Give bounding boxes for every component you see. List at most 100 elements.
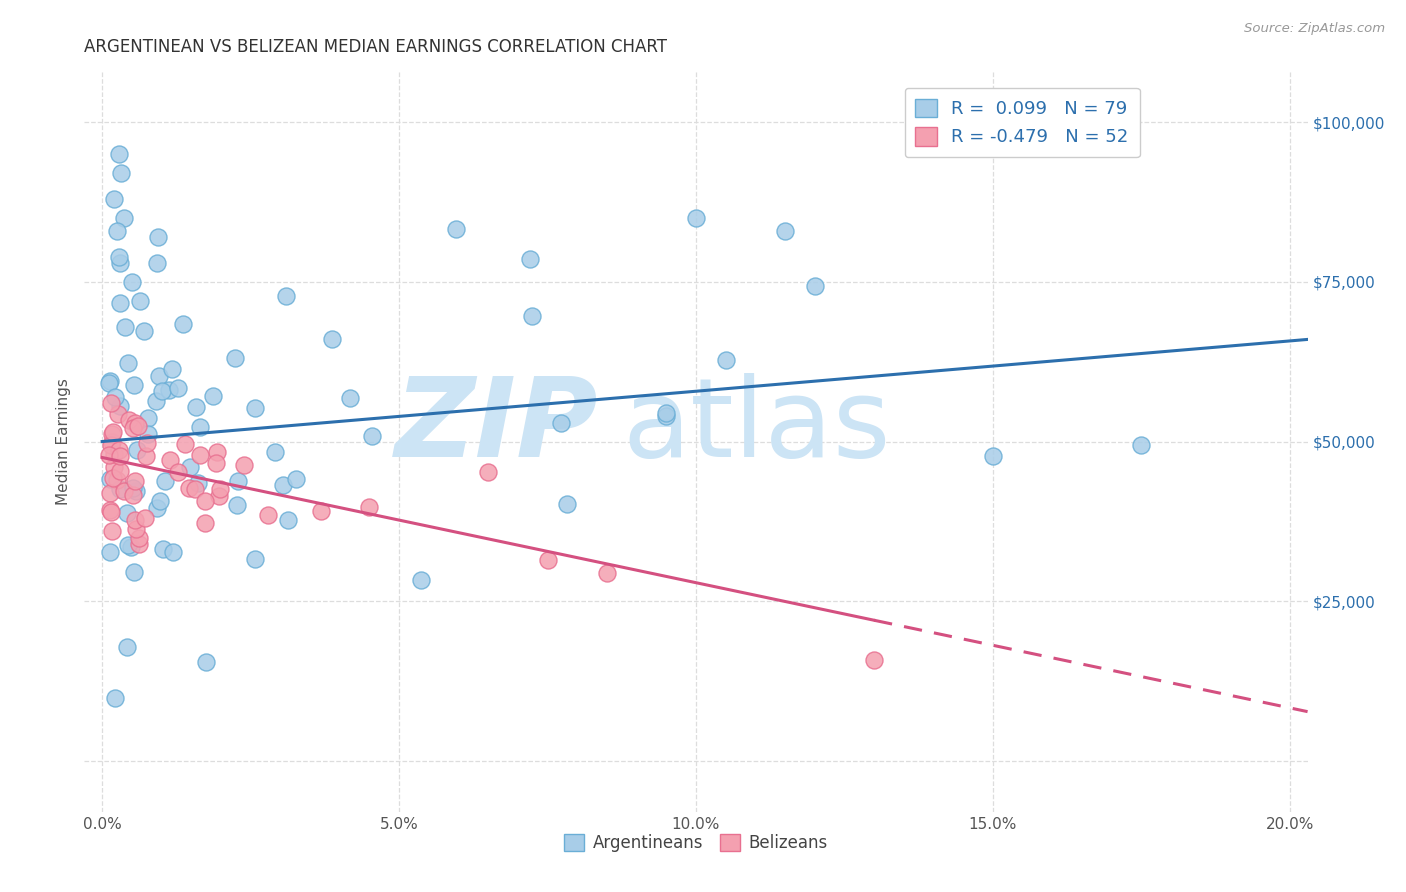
- Point: [177, 481, 200, 495]
- Point: [103, 460, 125, 475]
- Point: [136, 435, 159, 450]
- Point: [117, 356, 139, 370]
- Point: [172, 317, 194, 331]
- Point: [187, 475, 209, 490]
- Point: [477, 465, 499, 479]
- Point: [100, 396, 122, 410]
- Point: [108, 399, 131, 413]
- Point: [100, 503, 122, 517]
- Point: [184, 482, 207, 496]
- Point: [274, 289, 297, 303]
- Point: [361, 429, 384, 443]
- Point: [271, 478, 294, 492]
- Point: [103, 447, 125, 461]
- Point: [110, 295, 132, 310]
- Point: [596, 566, 619, 580]
- Point: [125, 484, 148, 499]
- Point: [243, 401, 266, 415]
- Point: [110, 166, 132, 180]
- Point: [803, 279, 825, 293]
- Point: [101, 434, 124, 449]
- Point: [108, 449, 131, 463]
- Point: [136, 411, 159, 425]
- Point: [107, 147, 129, 161]
- Point: [179, 460, 201, 475]
- Point: [685, 211, 707, 226]
- Point: [256, 508, 278, 522]
- Point: [226, 474, 249, 488]
- Point: [863, 653, 886, 667]
- Point: [101, 524, 124, 538]
- Point: [112, 211, 135, 226]
- Point: [714, 353, 737, 368]
- Point: [117, 538, 139, 552]
- Point: [122, 421, 145, 435]
- Point: [129, 294, 152, 309]
- Point: [108, 442, 131, 457]
- Point: [98, 448, 121, 462]
- Point: [277, 513, 299, 527]
- Point: [160, 362, 183, 376]
- Point: [225, 498, 247, 512]
- Point: [655, 409, 678, 423]
- Point: [359, 500, 381, 514]
- Point: [195, 655, 218, 669]
- Point: [120, 540, 142, 554]
- Point: [122, 481, 145, 495]
- Point: [105, 473, 128, 487]
- Text: ZIP: ZIP: [395, 373, 598, 480]
- Text: ARGENTINEAN VS BELIZEAN MEDIAN EARNINGS CORRELATION CHART: ARGENTINEAN VS BELIZEAN MEDIAN EARNINGS …: [84, 38, 668, 56]
- Point: [285, 472, 308, 486]
- Point: [555, 497, 578, 511]
- Point: [157, 383, 180, 397]
- Point: [153, 474, 176, 488]
- Point: [145, 393, 167, 408]
- Point: [201, 389, 224, 403]
- Point: [100, 437, 122, 451]
- Point: [152, 542, 174, 557]
- Point: [773, 224, 796, 238]
- Point: [146, 230, 169, 244]
- Point: [173, 437, 195, 451]
- Point: [125, 522, 148, 536]
- Point: [98, 485, 121, 500]
- Point: [115, 640, 138, 654]
- Point: [98, 374, 121, 388]
- Point: [104, 691, 127, 706]
- Point: [167, 465, 190, 479]
- Point: [122, 488, 145, 502]
- Point: [522, 310, 544, 324]
- Point: [136, 427, 159, 442]
- Point: [184, 401, 207, 415]
- Point: [263, 445, 285, 459]
- Point: [103, 425, 125, 439]
- Point: [114, 319, 136, 334]
- Point: [1130, 438, 1153, 452]
- Point: [98, 472, 121, 486]
- Point: [321, 332, 343, 346]
- Point: [128, 537, 150, 551]
- Point: [446, 222, 468, 236]
- Point: [207, 489, 229, 503]
- Point: [127, 419, 149, 434]
- Point: [536, 553, 558, 567]
- Point: [149, 493, 172, 508]
- Point: [118, 412, 141, 426]
- Point: [100, 505, 122, 519]
- Point: [224, 351, 246, 365]
- Point: [194, 494, 217, 508]
- Point: [108, 482, 131, 496]
- Point: [124, 475, 146, 489]
- Point: [108, 250, 131, 264]
- Point: [208, 482, 231, 496]
- Point: [205, 456, 228, 470]
- Point: [167, 381, 190, 395]
- Point: [122, 377, 145, 392]
- Legend: Argentineans, Belizeans: Argentineans, Belizeans: [558, 828, 834, 859]
- Y-axis label: Median Earnings: Median Earnings: [56, 378, 72, 505]
- Point: [148, 369, 170, 384]
- Point: [107, 407, 129, 421]
- Point: [188, 448, 211, 462]
- Point: [103, 192, 125, 206]
- Point: [519, 252, 541, 266]
